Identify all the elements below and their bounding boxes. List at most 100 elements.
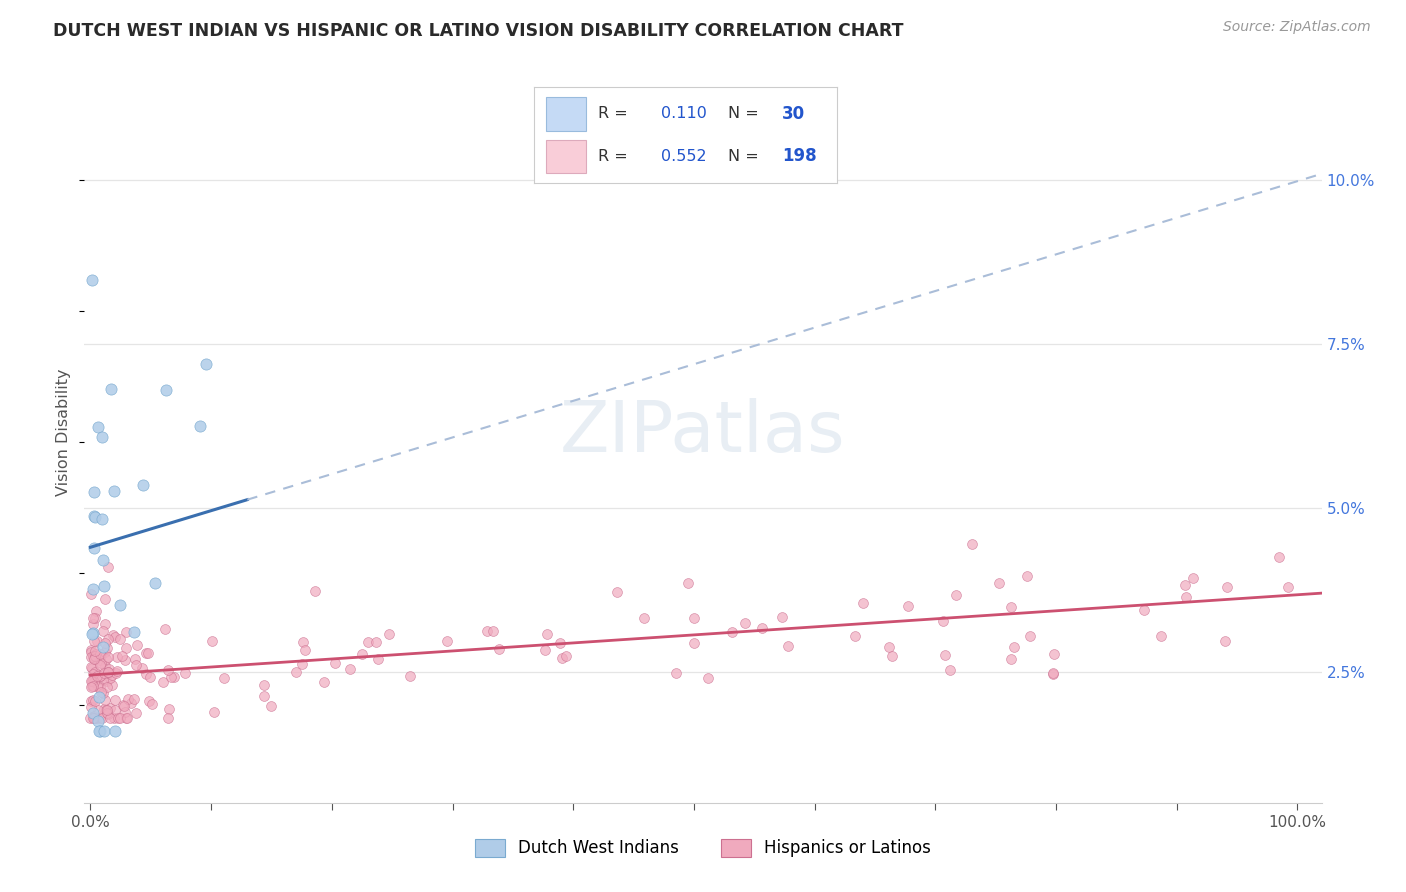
Point [83, 509, 105, 524]
Point [82, 674, 104, 689]
Point [1173, 577, 1195, 591]
Point [1000, 600, 1022, 615]
Point [83, 652, 105, 666]
Point [96, 673, 118, 688]
Point [91, 553, 114, 567]
Point [97, 665, 120, 679]
Point [80, 273, 103, 287]
Point [82, 582, 104, 596]
Point [87, 714, 110, 728]
Point [945, 588, 967, 602]
Point [366, 651, 388, 665]
Point [125, 658, 148, 673]
Point [83, 634, 105, 648]
Point [285, 665, 308, 679]
Point [1000, 652, 1022, 666]
Point [551, 650, 574, 665]
Point [94, 659, 117, 673]
Point [91, 624, 114, 638]
Point [83, 485, 105, 500]
Point [683, 636, 706, 650]
Point [1213, 633, 1236, 648]
Text: R =: R = [598, 106, 633, 121]
Point [91, 711, 114, 725]
Point [91, 686, 114, 700]
Point [115, 640, 138, 655]
Point [117, 692, 139, 706]
Point [93, 701, 115, 715]
Point [138, 669, 160, 683]
Point [304, 584, 326, 599]
Point [153, 622, 176, 636]
Point [97, 706, 120, 721]
Point [97, 666, 120, 681]
Point [988, 576, 1011, 591]
Point [97, 665, 120, 679]
Point [80, 643, 103, 657]
Point [294, 642, 316, 657]
Point [82, 617, 104, 632]
Point [94, 592, 117, 607]
Point [339, 662, 361, 676]
Point [89, 723, 111, 738]
Point [152, 675, 174, 690]
Point [83, 694, 105, 708]
Point [93, 579, 115, 593]
Text: DUTCH WEST INDIAN VS HISPANIC OR LATINO VISION DISABILITY CORRELATION CHART: DUTCH WEST INDIAN VS HISPANIC OR LATINO … [53, 22, 904, 40]
Point [141, 697, 163, 711]
Point [98, 700, 121, 714]
Point [94, 692, 117, 706]
Point [399, 669, 422, 683]
Point [536, 627, 558, 641]
Text: N =: N = [728, 106, 763, 121]
Point [122, 691, 145, 706]
Point [80, 649, 103, 664]
Point [1216, 580, 1239, 594]
Point [1042, 665, 1064, 680]
Point [83, 541, 105, 555]
Point [82, 611, 104, 625]
Point [96, 632, 118, 647]
Point [87, 680, 110, 694]
Point [554, 649, 576, 664]
Point [115, 711, 138, 725]
Point [696, 671, 718, 685]
Point [107, 711, 129, 725]
Point [108, 632, 131, 646]
Point [105, 664, 128, 678]
Point [252, 677, 274, 691]
Point [87, 703, 110, 717]
Point [104, 703, 127, 717]
Bar [547, 139, 586, 173]
Point [939, 663, 962, 677]
Point [89, 653, 111, 667]
Point [960, 537, 983, 551]
Point [132, 477, 155, 491]
Point [156, 663, 179, 677]
Point [260, 698, 283, 713]
Point [770, 609, 793, 624]
Point [93, 666, 115, 681]
Text: N =: N = [728, 149, 763, 164]
Point [84, 668, 107, 682]
Point [93, 636, 115, 650]
Point [122, 624, 145, 639]
Point [160, 670, 183, 684]
Point [97, 650, 120, 665]
Point [108, 598, 131, 612]
Point [357, 635, 380, 649]
Point [91, 640, 114, 655]
Bar [547, 97, 586, 131]
Point [80, 680, 103, 694]
Point [90, 430, 112, 444]
Point [111, 648, 134, 663]
Text: 0.110: 0.110 [661, 106, 707, 121]
Point [776, 639, 799, 653]
Point [96, 703, 118, 717]
Point [79, 711, 101, 725]
Point [84, 604, 107, 618]
Point [97, 663, 120, 677]
Point [80, 661, 103, 675]
Point [1133, 603, 1156, 617]
Point [606, 585, 628, 599]
